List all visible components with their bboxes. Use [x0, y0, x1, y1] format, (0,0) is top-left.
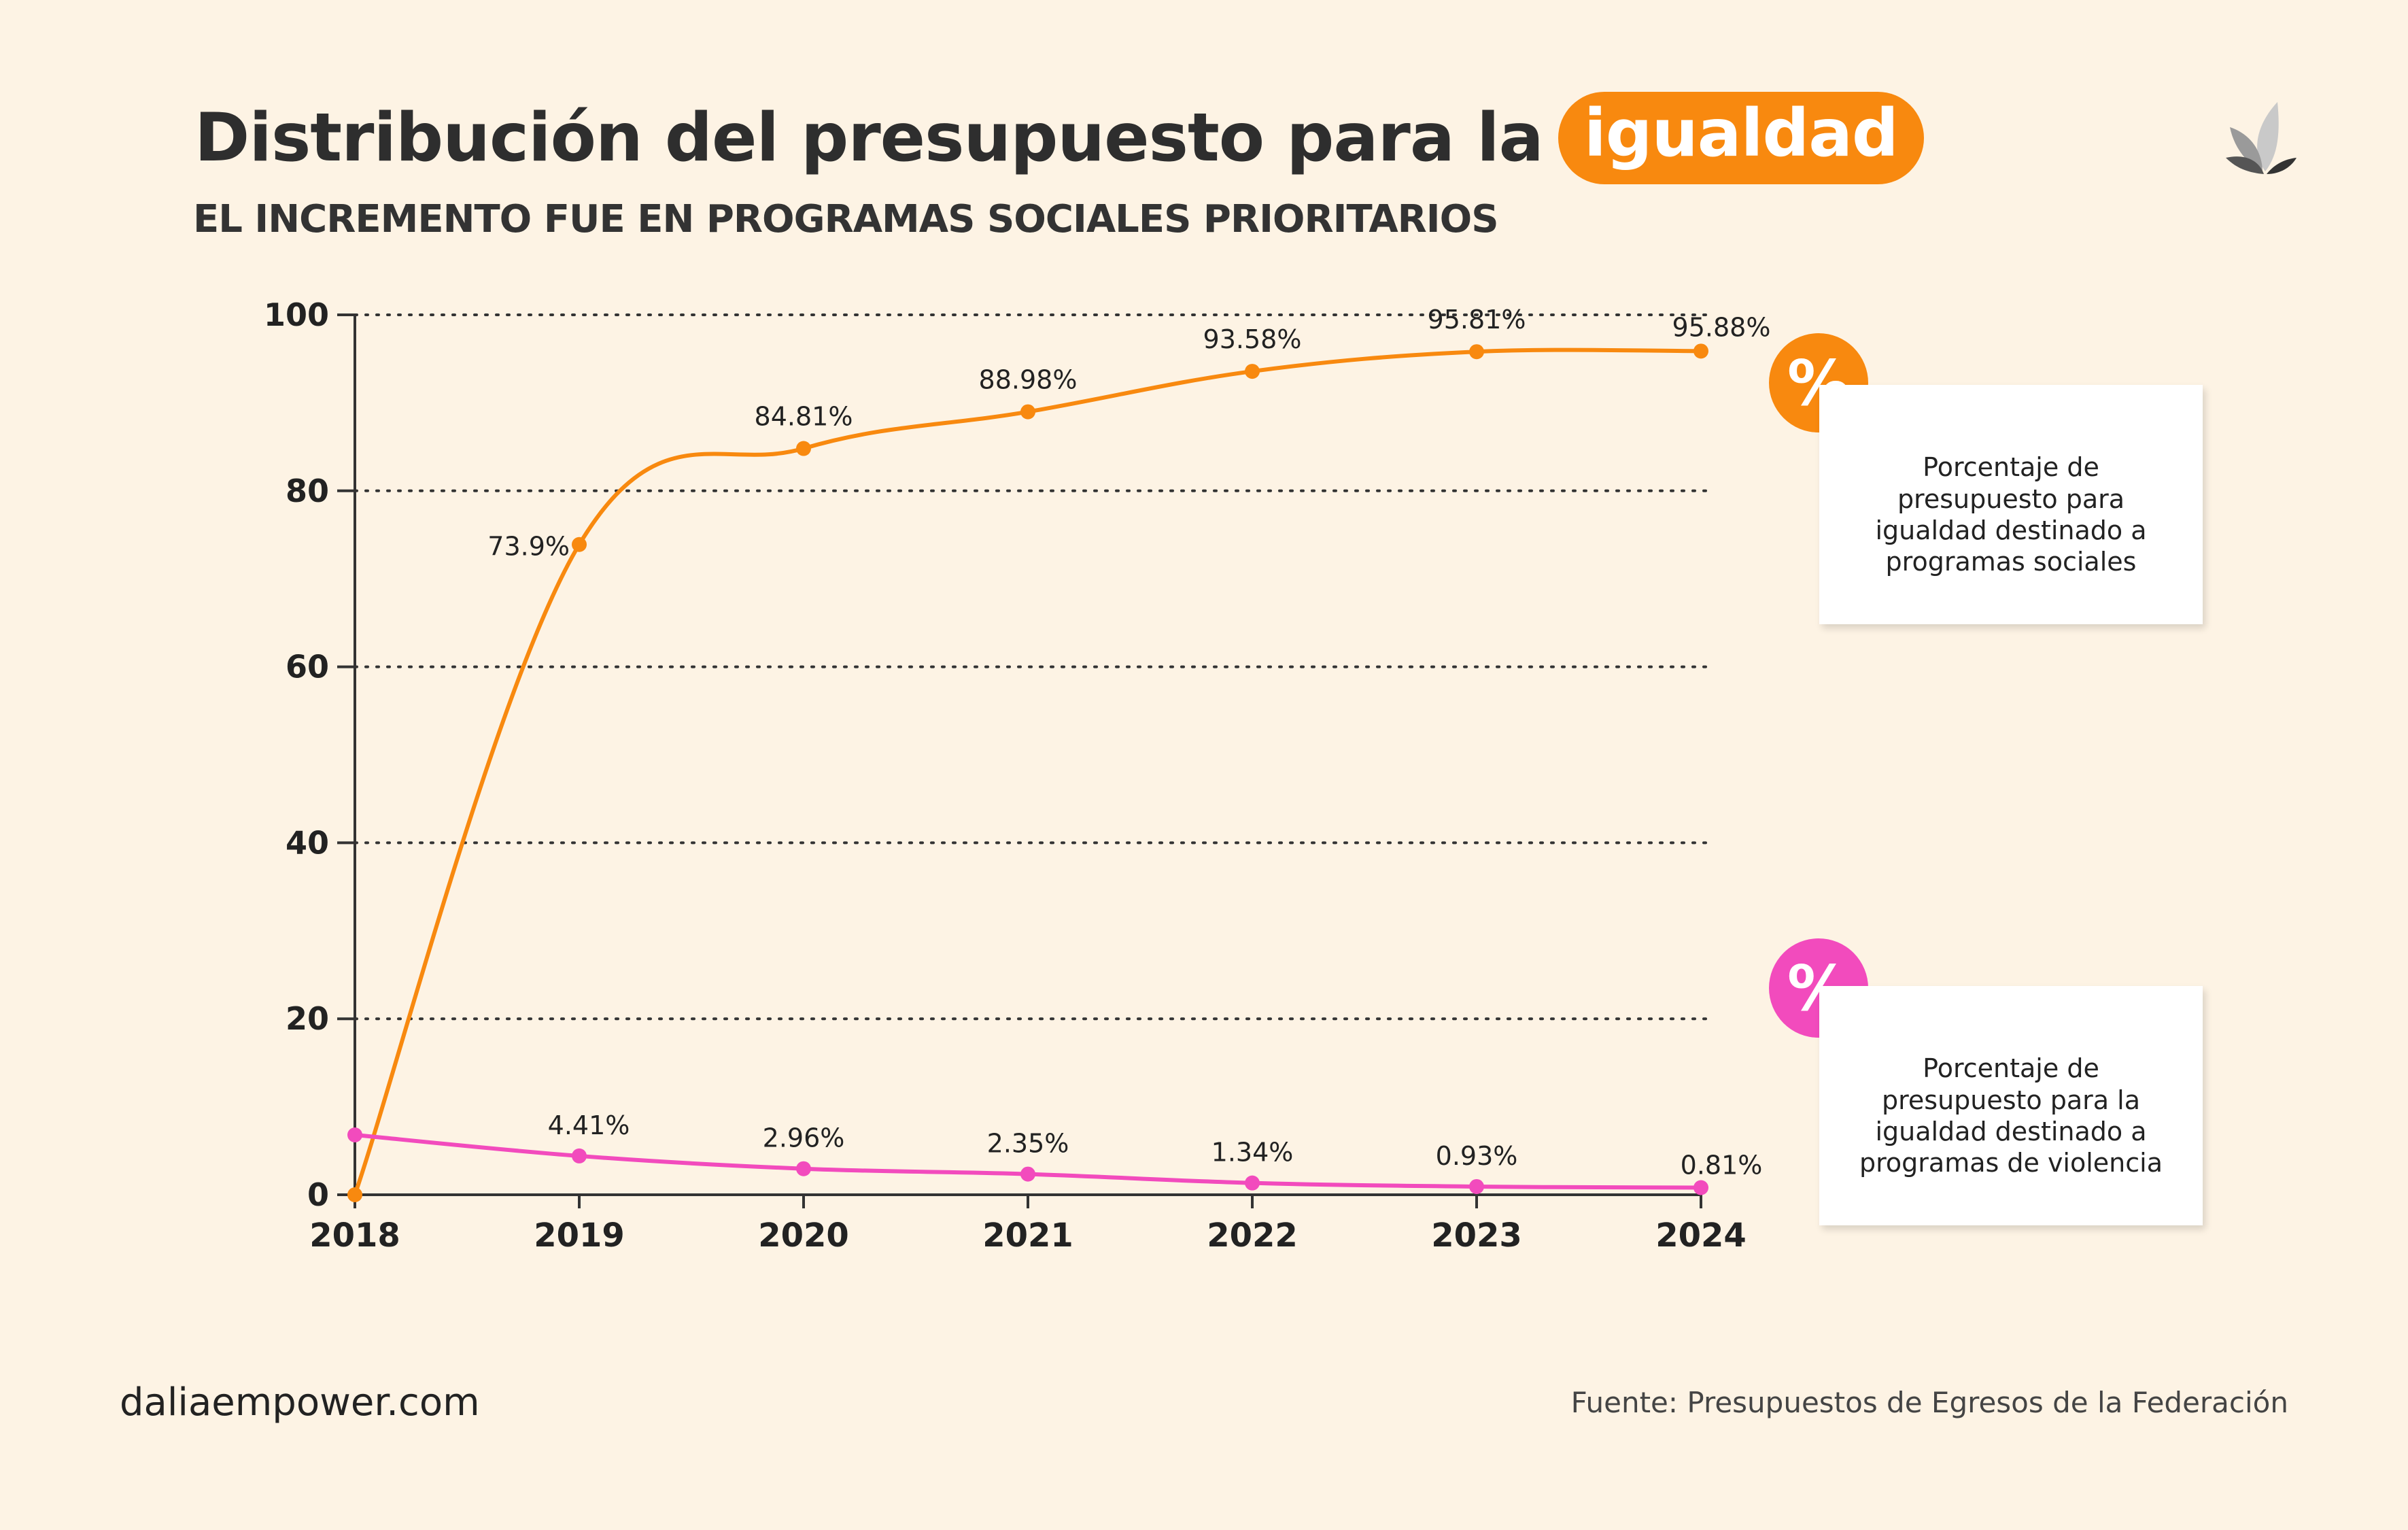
data-point	[1020, 404, 1035, 420]
data-label: 0.81%	[1681, 1151, 1763, 1180]
legend-text-violence: Porcentaje de presupuesto para la iguald…	[1859, 1053, 2163, 1178]
x-tick-label: 2020	[758, 1217, 849, 1255]
data-point	[1245, 1175, 1260, 1191]
page-subtitle: EL INCREMENTO FUE EN PROGRAMAS SOCIALES …	[193, 197, 1499, 241]
x-tick-label: 2021	[982, 1217, 1073, 1255]
y-tick-label: 100	[264, 296, 329, 333]
page-title: Distribución del presupuesto para la	[194, 99, 1544, 177]
title-highlight-pill: igualdad	[1558, 92, 1924, 184]
data-point	[1469, 344, 1484, 360]
data-label: 73.9%	[487, 532, 570, 562]
source-note: Fuente: Presupuestos de Egresos de la Fe…	[1570, 1386, 2288, 1419]
x-tick-label: 2022	[1207, 1217, 1298, 1255]
data-point	[1469, 1178, 1484, 1194]
data-point	[796, 441, 811, 456]
x-tick-label: 2019	[534, 1217, 625, 1255]
data-point	[347, 1187, 362, 1202]
data-label: 95.81%	[1428, 305, 1526, 335]
data-label: 88.98%	[979, 365, 1078, 395]
data-label: 2.96%	[763, 1123, 845, 1153]
data-label: 95.88%	[1672, 312, 1771, 342]
x-tick-label: 2023	[1431, 1217, 1522, 1255]
data-label: 4.41%	[548, 1110, 630, 1140]
y-tick-label: 40	[286, 824, 329, 861]
y-tick-label: 60	[286, 649, 329, 685]
data-point	[1693, 1180, 1708, 1195]
y-tick-label: 0	[307, 1176, 329, 1213]
data-point	[572, 537, 587, 552]
data-label: 1.34%	[1211, 1138, 1294, 1168]
legend-text-social: Porcentaje de presupuesto para igualdad …	[1875, 452, 2147, 577]
data-point	[347, 1127, 362, 1143]
data-label: 2.35%	[987, 1129, 1069, 1159]
y-tick-label: 20	[286, 1000, 329, 1037]
x-tick-label: 2018	[309, 1217, 400, 1255]
data-point	[572, 1148, 587, 1163]
data-label: 0.93%	[1436, 1141, 1518, 1171]
data-point	[1693, 343, 1708, 359]
data-point	[796, 1161, 811, 1176]
legend-card-violence: Porcentaje de presupuesto para la iguald…	[1819, 986, 2203, 1225]
data-point	[1245, 364, 1260, 379]
data-label: 84.81%	[755, 402, 853, 432]
series-line-0	[353, 347, 1703, 1197]
data-point	[1020, 1166, 1035, 1182]
website-link[interactable]: daliaempower.com	[120, 1380, 480, 1425]
legend-card-social: Porcentaje de presupuesto para igualdad …	[1819, 385, 2203, 624]
title-row: Distribución del presupuesto para la igu…	[194, 87, 1924, 189]
dalia-leaves-logo-icon	[2226, 102, 2297, 174]
x-tick-label: 2024	[1655, 1217, 1747, 1255]
data-label: 93.58%	[1203, 324, 1302, 354]
y-tick-label: 80	[286, 473, 329, 509]
